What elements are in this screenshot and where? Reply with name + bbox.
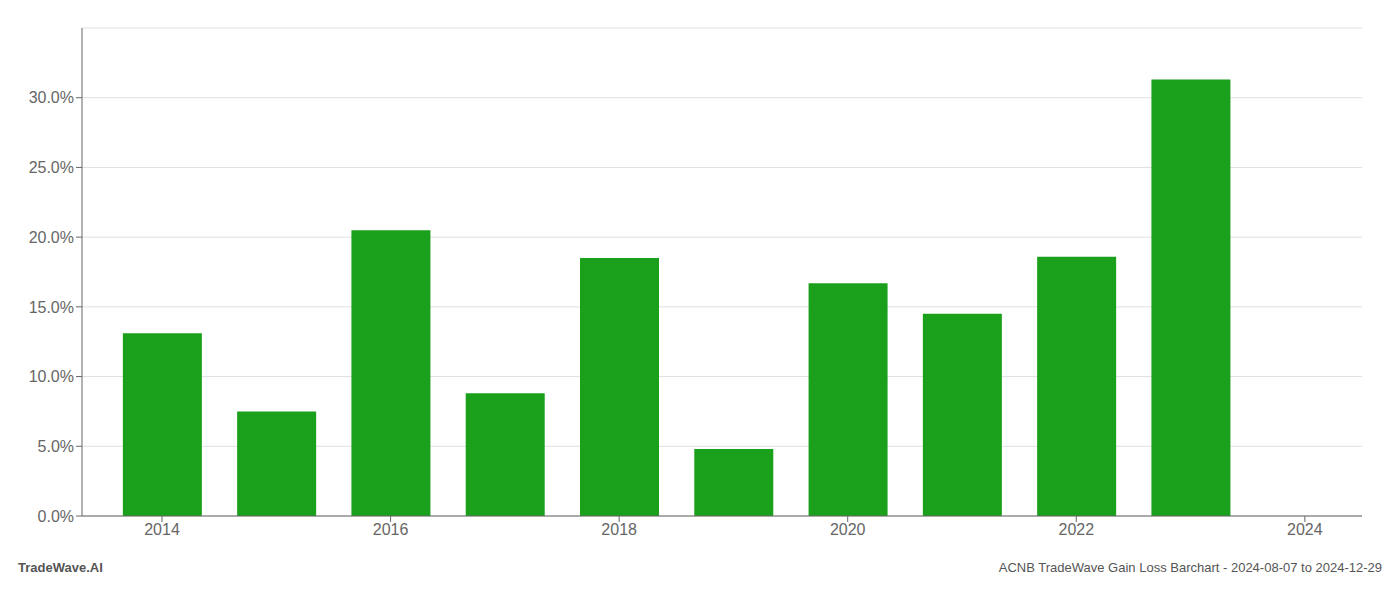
svg-text:10.0%: 10.0% [29,368,74,385]
svg-text:2016: 2016 [373,521,409,538]
svg-text:25.0%: 25.0% [29,159,74,176]
svg-text:0.0%: 0.0% [38,508,74,525]
svg-text:5.0%: 5.0% [38,438,74,455]
svg-text:2024: 2024 [1287,521,1323,538]
svg-text:2022: 2022 [1058,521,1094,538]
html-text:TradeWave.AI: TradeWave.AI [18,560,103,575]
svg-text:2014: 2014 [144,521,180,538]
svg-text:20.0%: 20.0% [29,229,74,246]
html-text:ACNB TradeWave Gain Loss Barch: ACNB TradeWave Gain Loss Barchart - 2024… [998,560,1382,575]
svg-text:2018: 2018 [601,521,637,538]
svg-text:30.0%: 30.0% [29,89,74,106]
svg-text:15.0%: 15.0% [29,299,74,316]
svg-text:2020: 2020 [830,521,866,538]
